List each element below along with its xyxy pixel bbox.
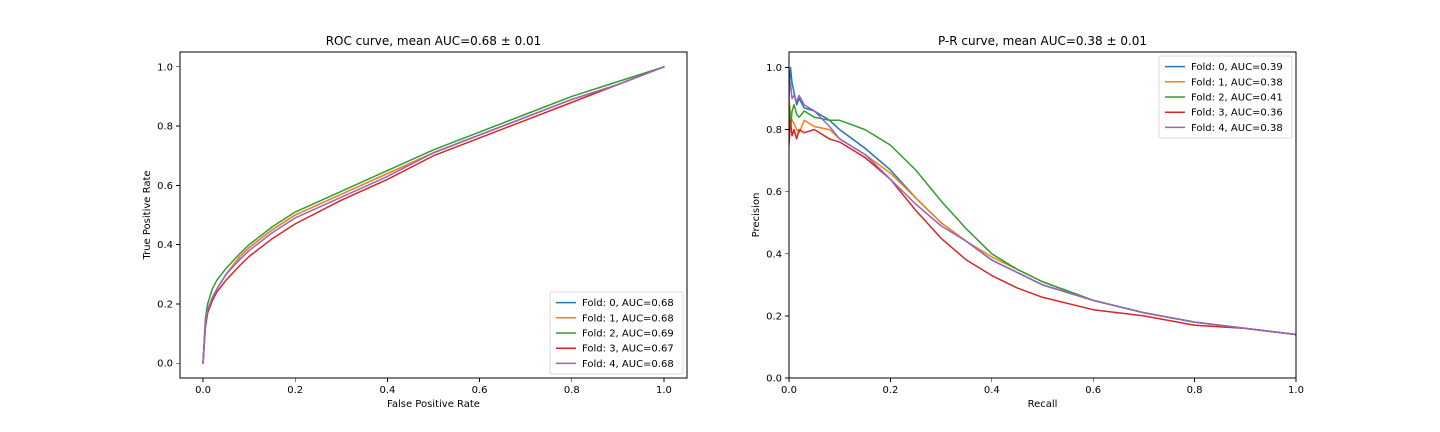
- series-line-fold-3: [202, 66, 665, 364]
- legend-label: Fold: 4, AUC=0.38: [1191, 123, 1283, 134]
- y-axis-label: True Positive Rate: [142, 170, 153, 260]
- legend-label: Fold: 2, AUC=0.69: [582, 329, 674, 340]
- legend-label: Fold: 3, AUC=0.36: [1191, 108, 1283, 119]
- y-tick-label: 0.4: [766, 249, 782, 260]
- legend-frame: [1158, 55, 1293, 139]
- chart-panel-1: 0.0 0.2 0.4 0.6 0.8 1.0 0.0 0.2 0.4 0.6 0.8 1.0 P-R …: [751, 34, 1304, 410]
- legend: Fold: 0, AUC=0.39 Fold: 1, AUC=0.38 Fold: …: [1158, 55, 1293, 139]
- legend: Fold: 0, AUC=0.68 Fold: 1, AUC=0.68 Fold: …: [549, 291, 684, 375]
- x-tick-label: 0.8: [1187, 385, 1203, 396]
- x-tick-label: 0.6: [1085, 385, 1101, 396]
- x-tick-label: 0.0: [781, 385, 797, 396]
- plot-frame: [179, 51, 688, 379]
- y-tick-label: 0.6: [157, 181, 173, 192]
- y-tick-label: 0.0: [157, 359, 173, 370]
- x-tick-label: 0.4: [379, 385, 395, 396]
- x-axis-label: False Positive Rate: [387, 399, 480, 410]
- x-tick-label: 0.8: [564, 385, 580, 396]
- plot-frame: [788, 51, 1297, 379]
- series-line-fold-2: [789, 104, 1296, 336]
- legend-label: Fold: 1, AUC=0.68: [582, 313, 674, 324]
- y-tick-label: 0.8: [766, 125, 782, 136]
- y-tick-label: 1.0: [766, 63, 782, 74]
- y-tick-label: 1.0: [157, 62, 173, 73]
- y-tick-label: 0.8: [157, 122, 173, 133]
- y-tick-label: 0.4: [157, 240, 173, 251]
- x-tick-label: 0.0: [195, 385, 211, 396]
- x-tick-label: 0.2: [287, 385, 303, 396]
- series-line-fold-2: [202, 66, 665, 364]
- y-tick-label: 0.6: [766, 187, 782, 198]
- y-tick-label: 0.0: [766, 374, 782, 385]
- series-line-fold-4: [789, 82, 1296, 336]
- series-group: [202, 66, 665, 364]
- chart-title: ROC curve, mean AUC=0.68 ± 0.01: [326, 34, 542, 48]
- y-axis-label: Precision: [751, 193, 762, 238]
- legend-label: Fold: 2, AUC=0.41: [1191, 93, 1283, 104]
- x-tick-label: 1.0: [656, 385, 672, 396]
- chart-title: P-R curve, mean AUC=0.38 ± 0.01: [938, 34, 1147, 48]
- x-axis-label: Recall: [1028, 399, 1058, 410]
- x-tick-label: 0.4: [984, 385, 1000, 396]
- x-tick-label: 1.0: [1288, 385, 1304, 396]
- chart-panel-0: 0.0 0.2 0.4 0.6 0.8 1.0 0.0 0.2 0.4 0.6 0.8 1.0 ROC …: [142, 34, 688, 410]
- series-line-fold-4: [202, 66, 665, 364]
- x-tick-label: 0.2: [882, 385, 898, 396]
- series-group: [789, 66, 1296, 336]
- legend-label: Fold: 1, AUC=0.38: [1191, 77, 1283, 88]
- y-tick-label: 0.2: [766, 311, 782, 322]
- legend-label: Fold: 3, AUC=0.67: [582, 344, 674, 355]
- legend-frame: [549, 291, 684, 375]
- series-line-fold-3: [789, 119, 1296, 336]
- x-tick-label: 0.6: [472, 385, 488, 396]
- legend-label: Fold: 4, AUC=0.68: [582, 359, 674, 370]
- y-tick-label: 0.2: [157, 299, 173, 310]
- legend-label: Fold: 0, AUC=0.39: [1191, 62, 1283, 73]
- legend-label: Fold: 0, AUC=0.68: [582, 298, 674, 309]
